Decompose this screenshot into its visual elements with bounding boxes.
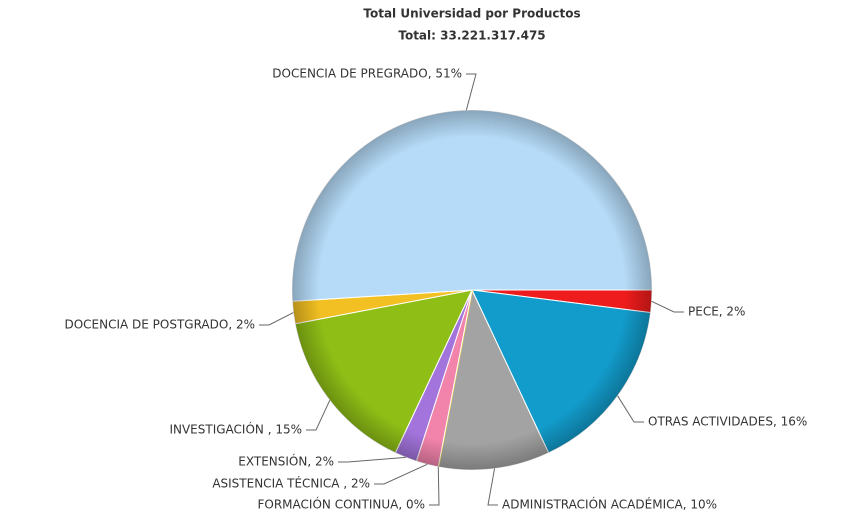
leader-line bbox=[429, 466, 440, 506]
slice-label: ASISTENCIA TÉCNICA , 2% bbox=[212, 476, 370, 491]
leader-line bbox=[465, 73, 477, 111]
pie-slice bbox=[291, 109, 653, 302]
slice-label: ADMINISTRACIÓN ACADÉMICA, 10% bbox=[502, 497, 717, 512]
slice-label: FORMACIÓN CONTINUA, 0% bbox=[258, 497, 426, 512]
slice-label: EXTENSIÓN, 2% bbox=[238, 454, 334, 469]
leader-line bbox=[306, 400, 331, 431]
slice-label: OTRAS ACTIVIDADES, 16% bbox=[648, 415, 807, 429]
chart-title: Total Universidad por Productos bbox=[363, 7, 580, 21]
leader-line bbox=[259, 312, 294, 326]
pie bbox=[291, 109, 653, 471]
leader-line bbox=[651, 300, 684, 313]
leader-line bbox=[338, 456, 406, 463]
slice-label: DOCENCIA DE POSTGRADO, 2% bbox=[64, 318, 255, 332]
leader-line bbox=[617, 395, 644, 423]
slice-label: INVESTIGACIÓN , 15% bbox=[169, 422, 302, 437]
slice-label: DOCENCIA DE PREGRADO, 51% bbox=[272, 67, 462, 81]
labels: PECE, 2% OTRAS ACTIVIDADES, 16% ADMINISTRA… bbox=[64, 67, 807, 512]
leader-line bbox=[374, 463, 428, 485]
leader-line bbox=[487, 468, 498, 506]
chart-subtitle: Total: 33.221.317.475 bbox=[398, 29, 545, 43]
slice-label: PECE, 2% bbox=[688, 305, 745, 319]
